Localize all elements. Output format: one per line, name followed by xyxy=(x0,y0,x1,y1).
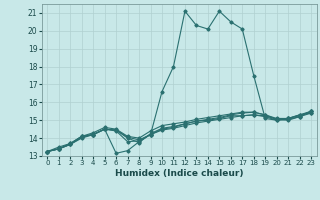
X-axis label: Humidex (Indice chaleur): Humidex (Indice chaleur) xyxy=(115,169,244,178)
